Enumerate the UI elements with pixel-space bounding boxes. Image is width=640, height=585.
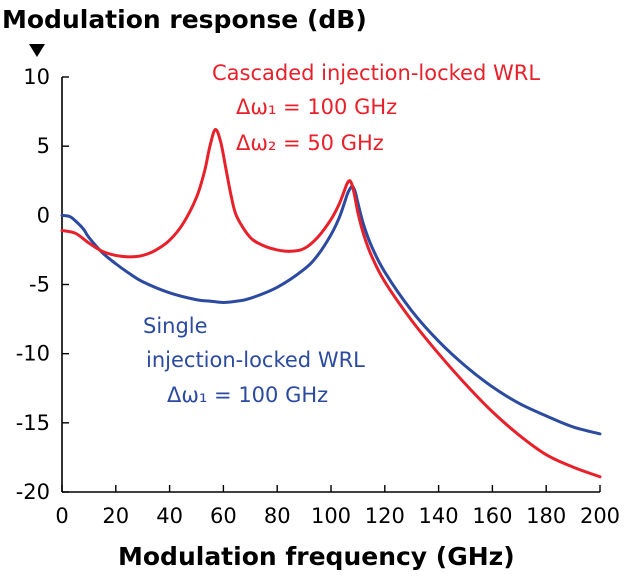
series-layer [60,128,602,479]
x-tick-label: 100 [311,504,351,528]
x-tick-label: 40 [156,504,183,528]
x-tick-label: 80 [264,504,291,528]
single-annotation-line2: injection-locked WRL [146,348,365,372]
x-tick-label: 0 [55,504,68,528]
y-tick-label: 0 [37,203,50,227]
cascaded-annotation-line1: Cascaded injection-locked WRL [212,61,540,85]
y-tick-label: -20 [16,480,50,504]
y-tick-label: 10 [23,65,50,89]
single-annotation-line3: Δω₁ = 100 GHz [167,383,328,407]
y-tick-label: -10 [16,342,50,366]
ticks-layer: 0 20 40 60 80 100 120 140 160 180 200 10 5 0 -5 -10 -15 -… [16,65,620,528]
x-tick-label: 120 [365,504,405,528]
y-tick-label: 5 [37,134,50,158]
cascaded-annotation-line3: Δω₂ = 50 GHz [236,131,384,155]
y-tick-label: -15 [16,411,50,435]
cascaded-wrl-series-line [60,128,602,479]
x-tick-label: 60 [210,504,237,528]
y-axis-title: Modulation response (dB) [2,5,367,34]
y-tick-label: -5 [29,273,50,297]
x-tick-label: 160 [472,504,512,528]
single-annotation-line1: Single [143,314,208,338]
cascaded-annotation-line2: Δω₁ = 100 GHz [236,95,397,119]
single-wrl-series-line [60,184,602,436]
y-axis-arrow-icon [29,44,45,57]
x-tick-label: 200 [580,504,620,528]
x-axis-title: Modulation frequency (GHz) [118,542,515,571]
x-tick-label: 20 [102,504,129,528]
single-annotation: Single injection-locked WRL Δω₁ = 100 GH… [143,314,365,407]
cascaded-annotation: Cascaded injection-locked WRL Δω₁ = 100 … [212,61,540,155]
x-tick-label: 180 [526,504,566,528]
x-tick-label: 140 [419,504,459,528]
